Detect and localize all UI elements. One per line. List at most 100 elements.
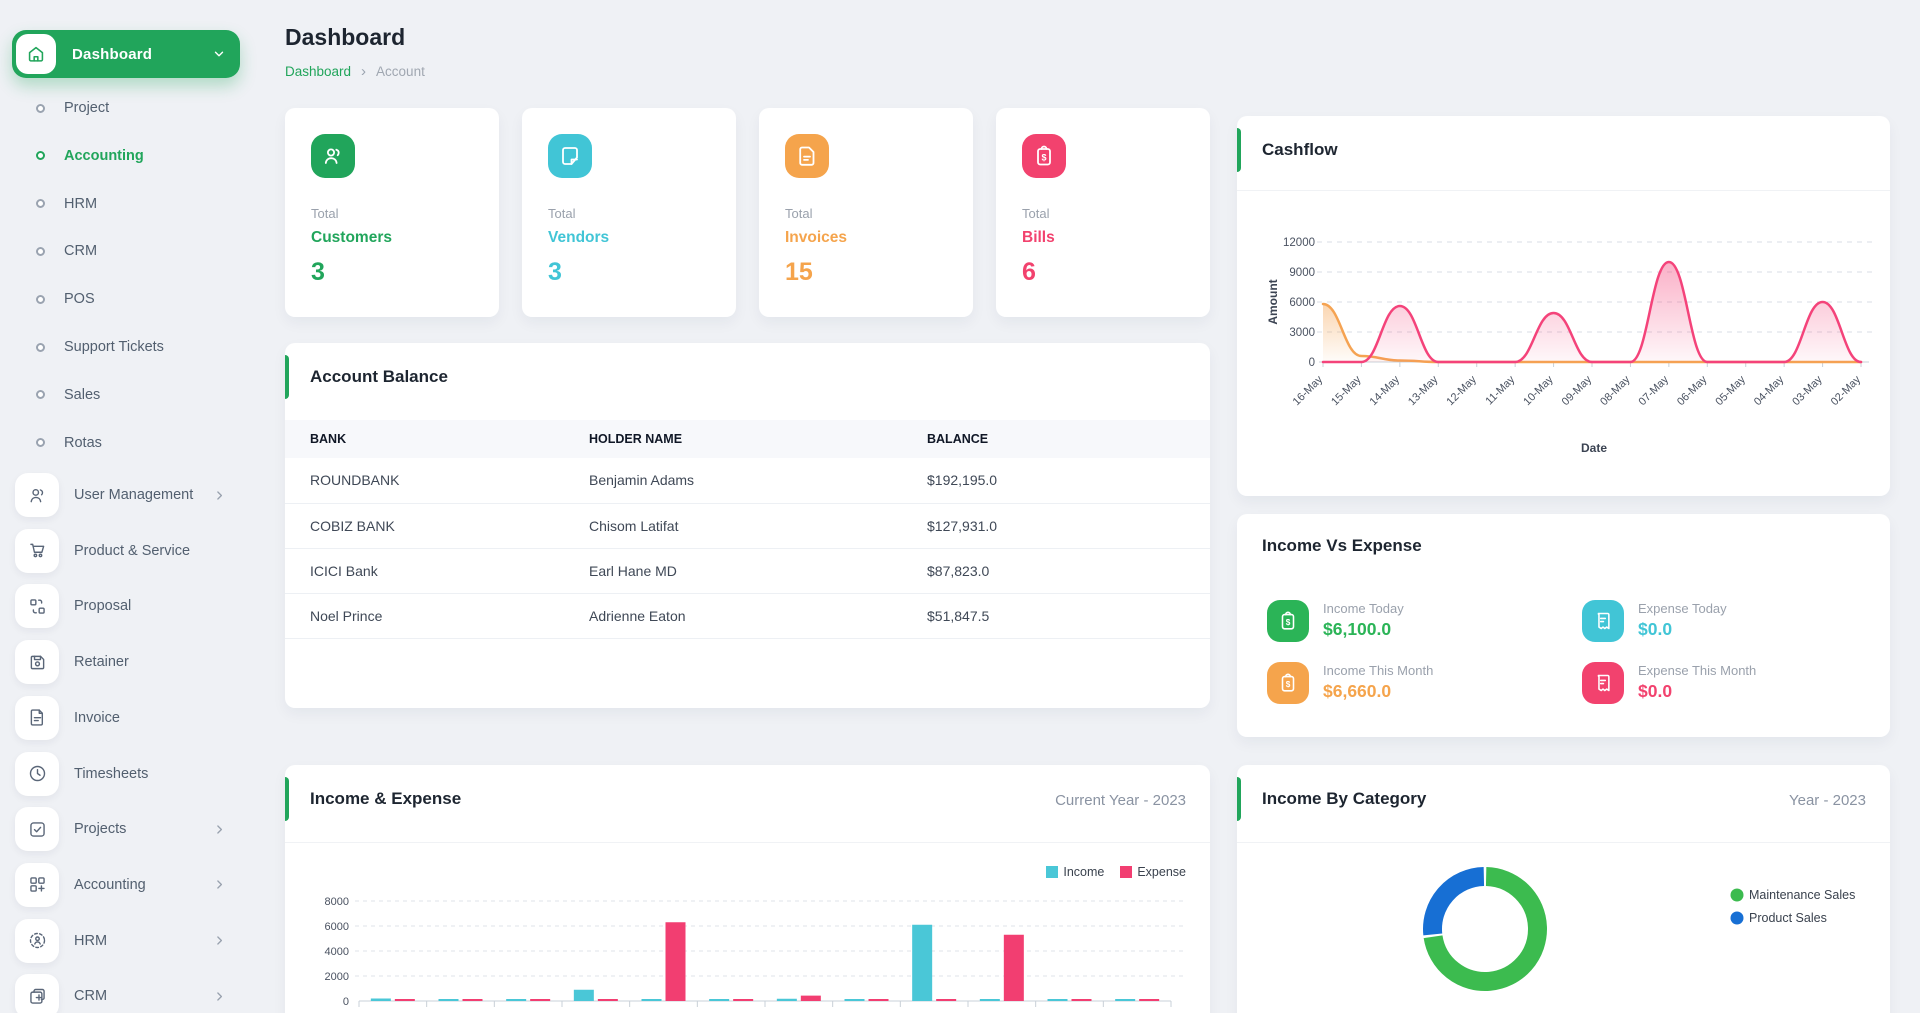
bullet-icon — [36, 246, 45, 256]
table-cell: $127,931.0 — [927, 503, 1210, 549]
svg-text:04-May: 04-May — [1752, 373, 1787, 408]
breadcrumb-dashboard-link[interactable]: Dashboard — [285, 64, 352, 79]
table-cell: Adrienne Eaton — [589, 593, 927, 639]
sidebar-item-label: Retainer — [74, 654, 129, 671]
income-expense-year-label: Current Year - 2023 — [1055, 792, 1186, 809]
sidebar-item-sales[interactable]: Sales — [0, 380, 258, 410]
svg-text:Amount: Amount — [1266, 279, 1280, 324]
accounting-icon — [15, 862, 59, 907]
svg-text:14-May: 14-May — [1368, 373, 1403, 408]
stat-card-invoices[interactable]: Total Invoices 15 — [759, 108, 973, 317]
sidebar-item-label: Invoice — [74, 709, 120, 726]
sidebar-item-invoice[interactable]: Invoice — [0, 695, 258, 741]
legend-label: Expense — [1137, 865, 1186, 879]
svg-text:05-May: 05-May — [1713, 373, 1748, 408]
ive-item-value: $6,660.0 — [1323, 681, 1392, 701]
sidebar: Dashboard Project Accounting HRM CRM POS Supp… — [0, 0, 258, 1013]
svg-text:6000: 6000 — [1289, 297, 1315, 309]
sidebar-item-accounting[interactable]: Accounting — [0, 862, 258, 908]
sidebar-item-proposal[interactable]: Proposal — [0, 583, 258, 629]
svg-text:Maintenance Sales: Maintenance Sales — [1749, 888, 1855, 902]
breadcrumb-current: Account — [376, 64, 425, 79]
column-header: BALANCE — [927, 420, 1210, 458]
sidebar-item-label: CRM — [74, 988, 108, 1005]
divider — [1237, 190, 1890, 191]
sidebar-item-support-tickets[interactable]: Support Tickets — [0, 332, 258, 362]
svg-text:9000: 9000 — [1289, 267, 1315, 279]
legend-item-expense: Expense — [1120, 865, 1186, 879]
breadcrumb: Dashboard › Account — [285, 63, 425, 80]
sidebar-item-hrm[interactable]: HRM — [0, 918, 258, 964]
income-by-category-chart: Maintenance Sales Product Sales — [1423, 867, 1855, 991]
sidebar-item-label: Accounting — [74, 876, 146, 893]
table-cell: $87,823.0 — [927, 548, 1210, 594]
svg-text:12-May: 12-May — [1444, 373, 1479, 408]
svg-text:16-May: 16-May — [1291, 373, 1326, 408]
table-cell: $192,195.0 — [927, 458, 1210, 504]
svg-text:0: 0 — [1309, 357, 1315, 369]
chevron-right-icon — [213, 823, 226, 836]
chevron-right-icon — [213, 990, 226, 1003]
invoice-icon — [15, 695, 59, 740]
chevron-right-icon — [213, 934, 226, 947]
ive-item-label: Expense Today — [1638, 601, 1727, 616]
svg-text:0: 0 — [343, 996, 349, 1008]
stat-card-value: 6 — [1022, 258, 1036, 286]
legend-swatch — [1120, 866, 1133, 878]
sidebar-item-timesheets[interactable]: Timesheets — [0, 751, 258, 797]
sidebar-item-label: POS — [64, 291, 95, 308]
sidebar-item-pos[interactable]: POS — [0, 284, 258, 314]
sidebar-item-project[interactable]: Project — [0, 93, 258, 123]
sidebar-item-label: Sales — [64, 386, 101, 403]
sidebar-item-projects[interactable]: Projects — [0, 806, 258, 852]
stat-card-bills[interactable]: $ Total Bills 6 — [996, 108, 1210, 317]
table-cell: Earl Hane MD — [589, 548, 927, 594]
panel-accent-bar — [1237, 128, 1241, 172]
sidebar-item-dashboard[interactable]: Dashboard — [12, 30, 240, 78]
sidebar-item-crm[interactable]: CRM — [0, 236, 258, 266]
table-header-row: BANK HOLDER NAME BALANCE — [285, 420, 1210, 458]
divider — [1237, 842, 1890, 843]
sidebar-item-retainer[interactable]: Retainer — [0, 639, 258, 685]
svg-text:08-May: 08-May — [1598, 373, 1633, 408]
svg-text:2000: 2000 — [325, 971, 349, 983]
cashflow-panel: Cashflow 0 3000 6000 9000 12000 16-May 15-May 1… — [1237, 116, 1890, 496]
income-vs-expense-title: Income Vs Expense — [1262, 536, 1422, 555]
sidebar-item-label: HRM — [74, 932, 108, 949]
retainer-icon — [15, 640, 59, 685]
svg-text:12000: 12000 — [1283, 237, 1315, 249]
income-vs-expense-panel: Income Vs Expense $ Income Today $6,100.0 E… — [1237, 514, 1890, 737]
ive-item-value: $6,100.0 — [1323, 619, 1392, 639]
legend-swatch — [1046, 866, 1059, 878]
invoices-icon — [785, 134, 829, 178]
stat-card-vendors[interactable]: Total Vendors 3 — [522, 108, 736, 317]
table-cell: ICICI Bank — [285, 548, 589, 594]
sidebar-item-product-service[interactable]: Product & Service — [0, 528, 258, 574]
table-row: Noel Prince Adrienne Eaton $51,847.5 — [285, 593, 1210, 639]
chevron-right-icon — [213, 489, 226, 502]
sidebar-item-label: Rotas — [64, 434, 102, 451]
svg-text:Date: Date — [1581, 441, 1607, 455]
vendors-icon — [548, 134, 592, 178]
income-expense-chart: 0 2000 4000 6000 8000 — [325, 896, 1183, 1008]
panel-accent-bar — [285, 355, 289, 399]
sidebar-item-accounting[interactable]: Accounting — [0, 141, 258, 171]
svg-text:$: $ — [1286, 618, 1291, 627]
ive-item-income-this-month: $ Income This Month $6,660.0 — [1267, 662, 1567, 708]
table-cell: ROUNDBANK — [285, 458, 589, 504]
bullet-icon — [36, 199, 45, 209]
sidebar-item-crm[interactable]: CRM — [0, 973, 258, 1013]
sidebar-dashboard-label: Dashboard — [72, 45, 153, 63]
svg-text:4000: 4000 — [325, 946, 349, 958]
sidebar-item-label: Support Tickets — [64, 339, 164, 355]
ive-item-income-today: $ Income Today $6,100.0 — [1267, 600, 1567, 646]
sidebar-item-rotas[interactable]: Rotas — [0, 428, 258, 458]
stat-card-prefix: Total — [1022, 206, 1050, 221]
ive-item-value: $0.0 — [1638, 681, 1673, 701]
projects-icon — [15, 807, 59, 852]
svg-text:$: $ — [1041, 152, 1046, 162]
sidebar-item-user-management[interactable]: User Management — [0, 472, 258, 518]
stat-card-customers[interactable]: Total Customers 3 — [285, 108, 499, 317]
sidebar-item-hrm[interactable]: HRM — [0, 189, 258, 219]
